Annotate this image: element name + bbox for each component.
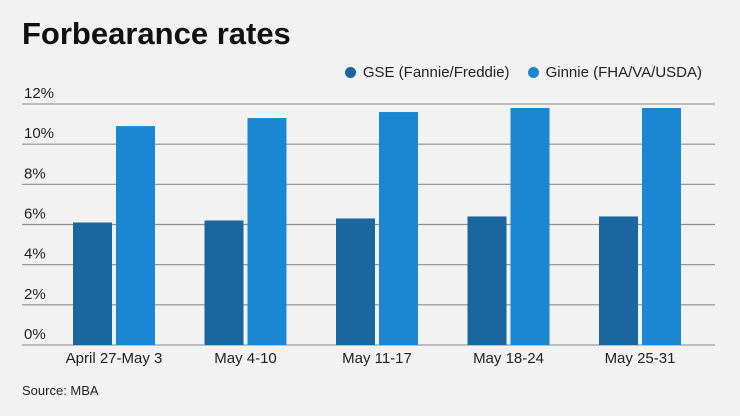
bar-gse: [73, 222, 112, 345]
bar-ginnie: [642, 108, 681, 346]
x-tick-label: May 18-24: [473, 350, 544, 367]
source-note: Source: MBA: [22, 383, 99, 398]
x-tick-label: April 27-May 3: [66, 350, 163, 367]
bar-gse: [599, 216, 638, 345]
bar-ginnie: [379, 112, 418, 346]
bar-ginnie: [247, 118, 287, 345]
legend: GSE (Fannie/Freddie) Ginnie (FHA/VA/USDA…: [344, 64, 702, 81]
legend-label-gse: GSE (Fannie/Freddie): [362, 64, 510, 81]
y-tick-label: 4%: [24, 246, 46, 263]
x-tick-label: May 4-10: [214, 350, 277, 367]
bar-gse: [204, 220, 244, 345]
y-tick-label: 2%: [24, 286, 46, 303]
x-tick-label: May 25-31: [605, 350, 676, 367]
bar-ginnie: [510, 108, 550, 346]
y-tick-label: 6%: [24, 206, 46, 223]
legend-label-ginnie: Ginnie (FHA/VA/USDA): [545, 64, 702, 81]
bar-gse: [467, 216, 507, 345]
chart-title: Forbearance rates: [22, 16, 291, 51]
y-tick-label: 0%: [24, 326, 46, 343]
y-tick-label: 12%: [24, 85, 54, 102]
legend-swatch-ginnie: [527, 67, 539, 78]
bar-gse: [336, 218, 375, 345]
bar-ginnie: [116, 126, 155, 345]
y-tick-label: 10%: [24, 125, 54, 142]
y-tick-label: 8%: [24, 165, 46, 182]
x-tick-label: May 11-17: [342, 350, 412, 367]
legend-item-gse: GSE (Fannie/Freddie): [344, 64, 510, 81]
legend-item-ginnie: Ginnie (FHA/VA/USDA): [527, 64, 702, 81]
legend-swatch-gse: [344, 67, 356, 78]
